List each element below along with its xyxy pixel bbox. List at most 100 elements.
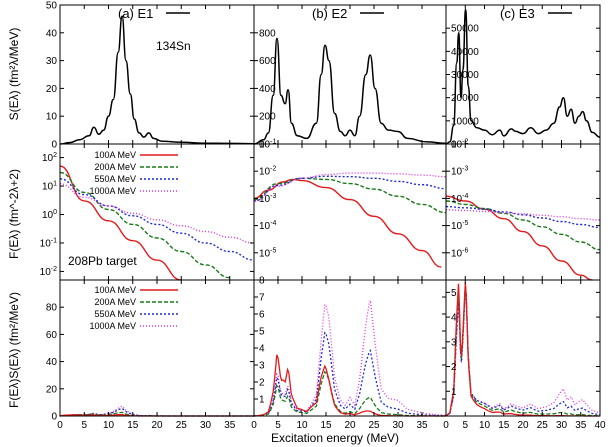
ytick-label: 7 [259, 293, 265, 304]
ytick-label: 4 [259, 344, 265, 355]
panel-frame-r0-c0 [59, 4, 255, 145]
strength-curve-e3 [445, 8, 601, 145]
ytick-label: 3 [451, 337, 457, 348]
xtick-label: 10 [103, 420, 115, 431]
ytick-label: 10-1 [40, 237, 57, 249]
ytick-label: 800 [259, 28, 276, 39]
legend-cs-label-1000: 1000A MeV [89, 321, 136, 331]
cs-curve-e3-100 [445, 282, 600, 417]
ytick-label: 10-4 [451, 193, 468, 205]
flux-curve-e3-200 [445, 200, 601, 251]
curves-layer [59, 8, 601, 417]
xtick-label: 5 [275, 420, 281, 431]
ytick-label: 200 [259, 112, 276, 123]
xtick-label: 0 [443, 420, 449, 431]
cs-curve-e2-100 [253, 354, 446, 417]
cs-curve-e3-200 [445, 284, 600, 417]
ytick-label: 8 [259, 276, 265, 287]
xtick-label: 0 [57, 420, 63, 431]
flux-curve-e3-550 [445, 205, 601, 229]
ytick-label: 4 [451, 313, 457, 324]
cs-curve-e2-550 [253, 331, 446, 417]
ytick-label: 2 [259, 378, 265, 389]
ytick-label: 102 [42, 152, 57, 164]
xtick-label: 0 [251, 420, 257, 431]
xtick-label: 15 [498, 420, 510, 431]
flux-curve-e1-550 [59, 178, 255, 261]
xtick-label: 15 [127, 420, 139, 431]
xtick-label: 20 [517, 420, 529, 431]
ytick-label: 30 [46, 56, 58, 67]
panel-title-e2: (b) E2 [312, 6, 347, 21]
legend-cross-section: 100A MeV 200A MeV 550A MeV 1000A MeV [89, 285, 178, 331]
ytick-label: 40000 [451, 47, 479, 58]
flux-curve-e2-200 [253, 177, 447, 214]
ytick-label: 2 [451, 362, 457, 373]
flux-curve-e1-200 [59, 171, 230, 279]
strength-curve-e2 [253, 37, 447, 145]
ytick-label: 10-6 [451, 247, 468, 259]
ytick-label: 10000 [451, 116, 479, 127]
xtick-label: 25 [176, 420, 188, 431]
xtick-label: 40 [594, 420, 606, 431]
xtick-label: 10 [296, 420, 308, 431]
ytick-label: 1 [259, 395, 265, 406]
cs-curve-e2-1000 [253, 300, 447, 417]
xtick-label: 30 [200, 420, 212, 431]
xtick-label: 10 [479, 420, 491, 431]
ytick-label: 10-1 [259, 139, 276, 151]
legend-flux-label-550: 550A MeV [94, 174, 136, 184]
strength-curve-e1 [59, 15, 255, 145]
xtick-label: 15 [320, 420, 332, 431]
ticks-layer: 0 5 10 15 20 25 30 35 0 5 10 15 20 25 30 35 0 5 10 15 20 25 30… [40, 1, 606, 432]
panel-frame-r2-c1 [253, 279, 447, 417]
xtick-label: 20 [344, 420, 356, 431]
xtick-label: 20 [151, 420, 163, 431]
panel-title-e1: (a) E1 [118, 6, 153, 21]
ytick-label: 0 [51, 412, 57, 423]
ytick-label: 10-2 [451, 139, 468, 151]
ytick-label: 3 [259, 361, 265, 372]
legend-cs-label-200: 200A MeV [94, 297, 136, 307]
legend-cs-label-100: 100A MeV [94, 285, 136, 295]
xtick-label: 25 [537, 420, 549, 431]
ytick-label: 10-5 [259, 247, 276, 259]
panel-frame-r1-c2 [445, 143, 601, 281]
ytick-label: 0 [451, 140, 457, 151]
ytick-label: 6 [259, 310, 265, 321]
panel-frame-r0-c1 [253, 4, 447, 145]
ytick-label: 50 [46, 1, 58, 12]
flux-curve-e2-1000 [253, 172, 447, 202]
ytick-label: 101 [42, 181, 57, 193]
ylabel-strength: S(Eλ) (fm²λ/MeV) [7, 28, 21, 121]
ytick-label: 0 [51, 140, 57, 151]
ytick-label: 20 [46, 384, 58, 395]
cs-curve-e3-1000 [445, 287, 601, 417]
xtick-label: 35 [416, 420, 428, 431]
ytick-label: 0 [259, 140, 265, 151]
ylabel-flux: F(Eλ) (fm^-2λ+2) [7, 169, 21, 259]
panel-frame-r2-c2 [445, 279, 601, 417]
legend-flux-label-200: 200A MeV [94, 162, 136, 172]
ytick-label: 40 [46, 357, 58, 368]
ytick-label: 10-2 [259, 166, 276, 178]
ytick-label: 10-5 [451, 220, 468, 232]
xtick-label: 25 [368, 420, 380, 431]
ytick-label: 80 [46, 303, 58, 314]
flux-curve-e2-550 [253, 175, 447, 202]
ytick-label: 1 [451, 387, 457, 398]
ytick-label: 10 [46, 112, 58, 123]
annotation-target: 208Pb target [68, 254, 137, 268]
legend-flux-label-100: 100A MeV [94, 150, 136, 160]
ytick-label: 10-2 [40, 266, 57, 278]
xtick-label: 30 [392, 420, 404, 431]
ytick-label: 30000 [451, 70, 479, 81]
flux-curve-e1-100 [59, 165, 182, 281]
flux-curve-e3-100 [445, 195, 593, 281]
cs-curve-e3-550 [445, 287, 601, 417]
xtick-label: 5 [81, 420, 87, 431]
legend-flux: 100A MeV 200A MeV 550A MeV 1000A MeV [89, 150, 178, 196]
xtick-label: 35 [224, 420, 236, 431]
ytick-label: 20000 [451, 93, 479, 104]
